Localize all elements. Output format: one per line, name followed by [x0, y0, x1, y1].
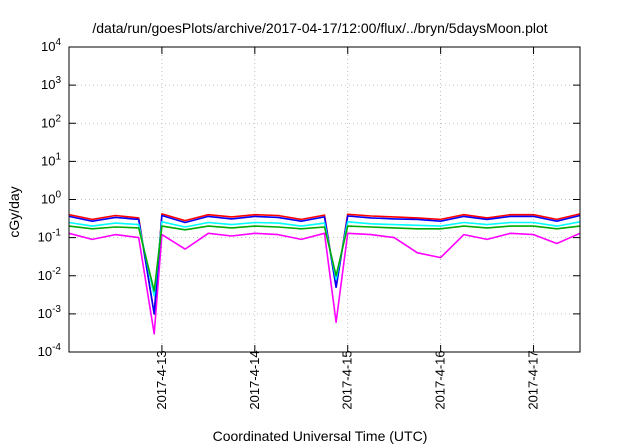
y-tick-label: 10-3	[38, 304, 62, 321]
x-axis-ticks: 2017-4-13 2017-4-14 2017-4-15 2017-4-16 2017…	[154, 47, 541, 410]
y-tick-label: 104	[41, 37, 61, 54]
chart-title: /data/run/goesPlots/archive/2017-04-17/1…	[92, 20, 548, 36]
x-tick-label: 2017-4-15	[340, 350, 355, 409]
x-tick-label: 2017-4-16	[433, 350, 448, 409]
series-line-3	[68, 221, 581, 297]
y-tick-label: 10-1	[38, 228, 62, 245]
x-tick-label: 2017-4-17	[526, 350, 541, 409]
y-tick-label: 10-4	[38, 342, 62, 359]
x-tick-label: 2017-4-14	[247, 350, 262, 409]
y-tick-label: 10-2	[38, 266, 62, 283]
y-tick-label: 100	[41, 190, 61, 207]
x-axis-label: Coordinated Universal Time (UTC)	[212, 428, 428, 444]
grid-lines	[69, 47, 580, 352]
y-tick-label: 103	[41, 75, 61, 92]
y-tick-label: 101	[41, 151, 61, 168]
series-layer	[68, 213, 581, 335]
series-line-2	[68, 214, 581, 315]
x-tick-label: 2017-4-13	[154, 350, 169, 409]
y-tick-label: 102	[41, 113, 61, 130]
series-line-4	[68, 225, 581, 292]
series-line-0	[68, 232, 581, 335]
y-axis-ticks: 10-4 10-3 10-2 10-1 100 101 102 103 104	[38, 37, 580, 359]
